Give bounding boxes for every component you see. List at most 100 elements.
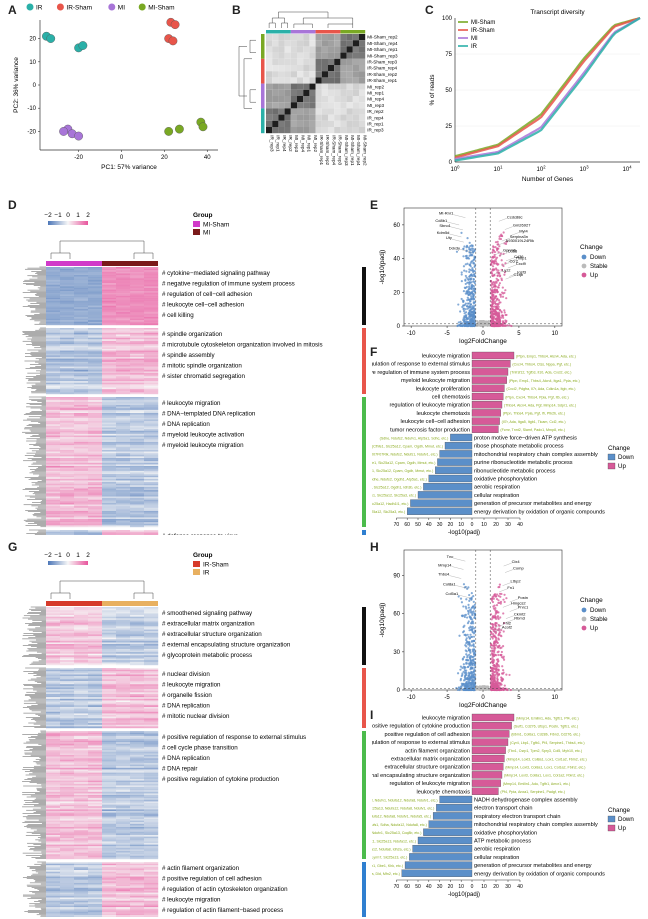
heatmap-cell [102,759,117,762]
heatmap-cell [88,825,103,828]
heatmap-cell [74,828,89,831]
heatmap-cell [346,46,353,53]
heatmap-cell [144,763,159,765]
heatmap-cell [74,279,89,282]
heatmap-cell [46,611,61,614]
heatmap-cell [116,360,131,363]
heatmap-cell [130,520,145,523]
heatmap-cell [88,750,103,752]
heatmap-cell [74,661,89,664]
heatmap-cell [130,271,145,274]
heatmap-cell [88,653,103,656]
data-point [472,278,475,281]
enriched-term: # regulation of cell−cell adhesion [162,291,253,298]
heatmap-cell [144,384,159,387]
heatmap-cell [346,102,353,109]
scale-tick-label: 1 [76,552,80,559]
heatmap-cell [303,108,310,115]
heatmap-cell [46,457,61,460]
heatmap-cell [130,485,145,488]
heatmap-cell [102,644,117,646]
gene-label: Gm26927 [513,223,531,228]
data-point [464,308,467,311]
heatmap-cell [88,443,103,446]
heatmap-cell [144,627,159,630]
heatmap-cell [130,462,145,465]
heatmap-cell [60,270,75,273]
heatmap-cell [74,475,89,478]
heatmap-cell [130,687,145,690]
heatmap-cell [144,788,159,791]
heatmap-cell [272,120,279,127]
group-legend-label: MI-Sham [203,222,229,229]
gene-list: (Ptpn, Emp1, Thbs4, Alcn4, Itga1, Ppia, … [509,379,580,383]
heatmap-cell [74,382,89,385]
heatmap-cell [60,639,75,642]
heatmap-cell [46,279,61,282]
heatmap-cell [116,530,131,532]
heatmap-cell [116,365,131,367]
heatmap-cell [144,292,159,295]
heatmap-cell [88,839,103,842]
heatmap-cell [46,759,61,762]
heatmap-cell [46,405,61,407]
heatmap-cell [144,636,159,638]
row-label: IR_rep2 [367,109,384,114]
color-scale [48,561,88,565]
gene-label: Sbno1 [439,223,451,228]
heatmap-cell [88,294,103,297]
heatmap-cell [60,348,75,351]
group-bar [46,601,102,606]
heatmap-cell [130,732,145,735]
heatmap-cell [88,711,103,714]
heatmap-cell [74,381,89,383]
heatmap-cell [116,438,131,441]
heatmap-cell [290,120,297,127]
gene-list: (Ptpn, Cxcr4, Thbs4, Ppia, Pgf, Itb, etc… [505,395,568,399]
heatmap-cell [88,374,103,377]
heatmap-cell [102,653,117,656]
heatmap-cell [74,740,89,743]
dendrogram-branch [59,580,145,593]
heatmap-cell [130,812,145,815]
enriched-term: # sister chromatid segregation [162,373,245,380]
heatmap-cell [88,344,103,346]
heatmap-cell [74,466,89,468]
heatmap-cell [130,443,145,446]
heatmap-cell [60,676,75,678]
heatmap-cell [60,607,75,609]
enriched-term: # spindle assembly [162,352,216,359]
heatmap-cell [60,278,75,281]
heatmap-cell [74,499,89,502]
heatmap-cell [74,668,89,670]
heatmap-cell [88,416,103,419]
heatmap-cell [144,400,159,403]
heatmap-cell [144,411,159,414]
heatmap-cell [116,644,131,646]
heatmap-cell [46,355,61,358]
heatmap-cell [328,34,335,41]
heatmap-cell [74,286,89,289]
heatmap-cell [88,676,103,678]
col-label: MI-Sham_rep1 [350,135,355,166]
data-point [473,289,476,292]
heatmap-cell [74,703,89,706]
heatmap-cell [102,355,117,358]
heatmap-cell [144,438,159,441]
heatmap-cell [130,339,145,342]
heatmap-cell [130,312,145,314]
heatmap-cell [60,791,75,794]
heatmap-cell [46,748,61,751]
heatmap-cell [144,702,159,704]
heatmap-cell [144,693,159,696]
data-point [469,287,473,290]
heatmap-cell [74,490,89,492]
heatmap-cell [46,530,61,532]
heatmap-cell [102,297,117,300]
heatmap-cell [272,58,279,65]
heatmap-cell [60,355,75,358]
heatmap-cell [116,796,131,799]
heatmap-cell [116,676,131,678]
heatmap-cell [74,623,89,625]
heatmap-cell [116,379,131,382]
